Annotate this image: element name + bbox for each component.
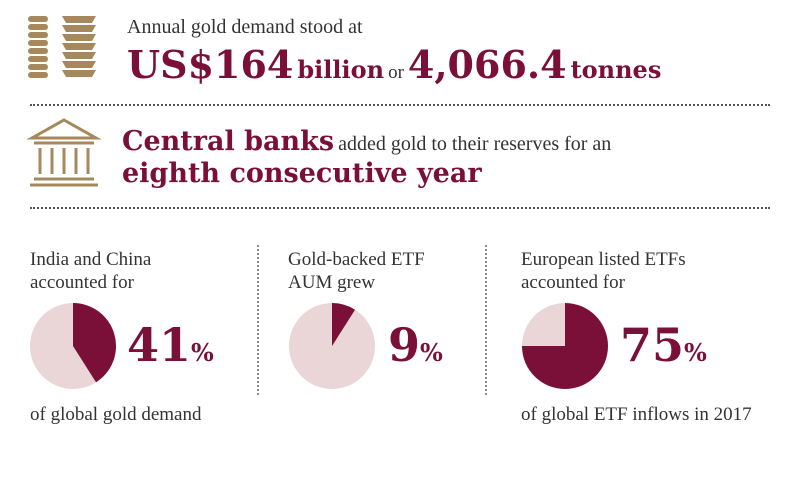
stat-2-value-number: 9	[388, 318, 421, 372]
pie-value-slice	[73, 303, 116, 383]
stat-1-value: 41%	[127, 318, 214, 372]
stat-3-intro-line1: European listed ETFs	[521, 249, 686, 270]
stat-3-pie-chart	[522, 303, 608, 389]
central-banks-bold: Central banks	[122, 126, 335, 157]
pie-value-slice	[332, 303, 356, 346]
central-banks-text: added gold to their reserves for an	[338, 133, 612, 155]
stat-1-intro: India and China accounted for	[30, 248, 151, 294]
stat-1-intro-line2: accounted for	[30, 272, 134, 293]
column-divider-1	[257, 245, 259, 395]
stat-1-value-number: 41	[127, 318, 192, 372]
stat-2-intro: Gold-backed ETF AUM grew	[288, 248, 425, 294]
demand-tonnes: 4,066.4	[407, 42, 567, 87]
stat-2-pie-chart	[289, 303, 375, 389]
stat-2-intro-line2: AUM grew	[288, 272, 376, 293]
stat-2-intro-line1: Gold-backed ETF	[288, 249, 425, 270]
stat-3-value-unit: %	[684, 338, 707, 367]
stat-3-value-number: 75	[620, 318, 685, 372]
stat-2-value: 9%	[388, 318, 443, 372]
stat-3-intro: European listed ETFs accounted for	[521, 248, 686, 294]
demand-headline: US$164 billion or 4,066.4 tonnes	[127, 42, 661, 87]
pie-value-slice	[522, 303, 608, 389]
demand-tonnes-unit: tonnes	[570, 55, 662, 84]
bank-building-icon	[26, 118, 102, 187]
stat-1-intro-line1: India and China	[30, 249, 152, 270]
stat-1-caption: of global gold demand	[30, 404, 202, 425]
demand-or: or	[388, 62, 404, 83]
stat-1-value-unit: %	[191, 338, 214, 367]
demand-unit: billion	[297, 55, 385, 84]
divider-1	[30, 104, 770, 106]
demand-intro: Annual gold demand stood at	[127, 16, 363, 38]
divider-2	[30, 207, 770, 209]
column-divider-2	[485, 245, 487, 395]
stat-3-intro-line2: accounted for	[521, 272, 625, 293]
stat-3-value: 75%	[620, 318, 707, 372]
gold-coins-bars-icon	[28, 16, 96, 78]
stat-3-caption: of global ETF inflows in 2017	[521, 404, 752, 425]
central-banks-highlight: eighth consecutive year	[122, 158, 482, 189]
demand-value: US$164	[127, 42, 294, 87]
stat-2-value-unit: %	[420, 338, 443, 367]
stat-1-pie-chart	[30, 303, 116, 389]
central-banks-line1: Central banks added gold to their reserv…	[122, 126, 611, 157]
